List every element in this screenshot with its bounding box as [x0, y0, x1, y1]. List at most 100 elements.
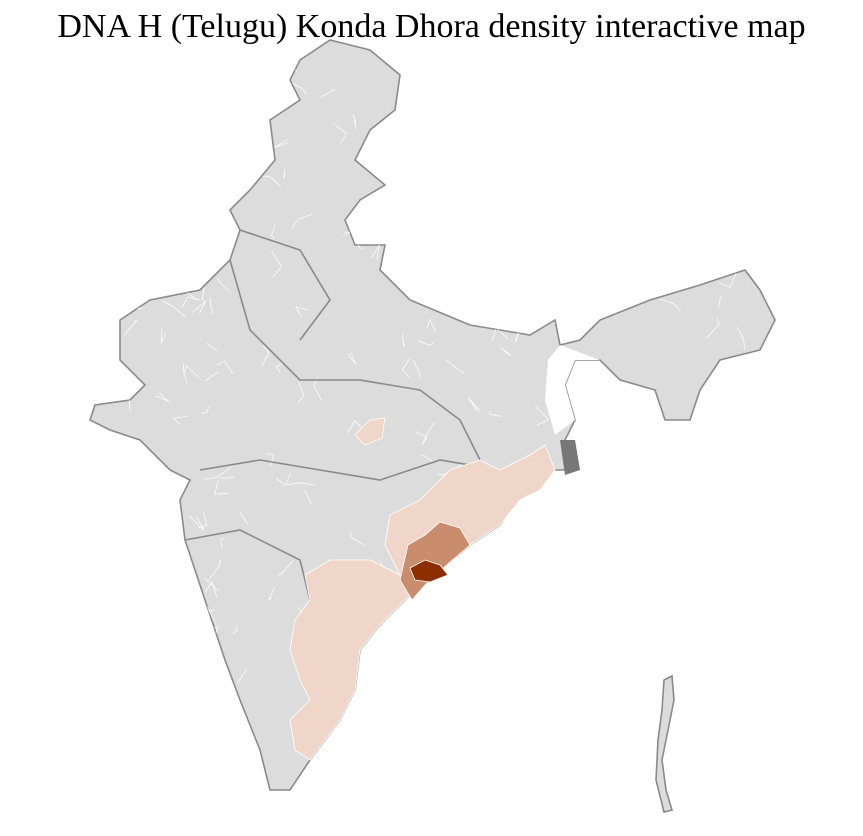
district-border — [404, 679, 416, 689]
district-border — [454, 300, 470, 310]
district-border — [596, 215, 602, 232]
district-border — [673, 429, 695, 443]
district-border — [690, 151, 705, 170]
district-border — [171, 217, 184, 239]
district-border — [659, 298, 682, 312]
district-border — [563, 293, 580, 296]
district-border — [183, 581, 192, 610]
district-border — [237, 668, 248, 683]
district-border — [427, 611, 434, 628]
district-border — [526, 551, 553, 566]
district-border — [274, 139, 289, 149]
district-border — [347, 420, 363, 434]
district-border — [668, 629, 692, 633]
district-border — [129, 501, 153, 518]
district-border — [204, 580, 218, 597]
district-border — [641, 480, 656, 505]
district-border — [271, 224, 276, 243]
district-border — [204, 181, 218, 189]
district-border — [170, 482, 189, 487]
district-border — [615, 212, 631, 218]
district-border — [421, 274, 436, 283]
district-border — [414, 729, 429, 754]
district-border — [534, 174, 550, 190]
district-border — [561, 62, 579, 86]
district-border — [184, 80, 196, 96]
region-telangana-south[interactable] — [289, 559, 411, 761]
district-border — [597, 603, 610, 615]
district-border — [276, 472, 292, 486]
district-border — [401, 358, 410, 378]
district-border — [561, 680, 578, 685]
district-border — [416, 101, 437, 107]
district-border — [333, 123, 347, 144]
district-border — [174, 682, 182, 692]
district-border — [551, 562, 565, 577]
district-border — [617, 710, 624, 736]
district-border — [295, 306, 309, 318]
district-border — [745, 207, 759, 225]
district-border — [477, 276, 498, 293]
district-border — [647, 727, 653, 739]
island-chain[interactable] — [655, 674, 675, 813]
district-border — [353, 114, 357, 130]
district-border — [722, 165, 735, 195]
district-border — [408, 173, 418, 180]
district-border — [597, 414, 606, 419]
district-border — [687, 738, 701, 748]
district-border — [204, 698, 222, 705]
district-border — [346, 352, 357, 365]
district-border — [414, 743, 427, 751]
district-border — [212, 166, 230, 180]
district-border — [621, 592, 638, 609]
district-border — [593, 715, 598, 729]
district-border — [197, 213, 206, 220]
district-border — [417, 236, 431, 247]
district-border — [585, 294, 604, 316]
district-border — [619, 398, 634, 412]
district-border — [589, 514, 608, 541]
district-border — [180, 83, 193, 96]
district-border — [718, 272, 737, 289]
district-border — [520, 228, 536, 242]
district-border — [201, 287, 205, 301]
district-border — [162, 300, 186, 318]
district-border — [515, 727, 530, 735]
district-border — [487, 101, 499, 118]
district-border — [207, 662, 226, 677]
region-visakhapatnam-core[interactable] — [409, 559, 449, 583]
bangladesh-gap — [545, 345, 600, 435]
state-border — [419, 389, 481, 461]
state-border — [199, 459, 501, 481]
district-border — [158, 110, 182, 117]
district-border — [468, 690, 484, 710]
district-border — [179, 157, 198, 181]
district-border — [691, 550, 704, 560]
district-border — [167, 121, 180, 147]
region-central-india-patch[interactable] — [354, 417, 386, 446]
district-border — [148, 220, 175, 226]
district-border — [708, 626, 722, 638]
district-border — [721, 679, 731, 696]
district-border — [480, 165, 491, 181]
district-border — [349, 530, 365, 546]
district-border — [182, 363, 188, 384]
district-border — [532, 219, 562, 227]
district-border — [211, 194, 226, 211]
district-border — [703, 527, 713, 551]
district-border — [402, 333, 405, 347]
district-border — [713, 65, 724, 81]
map-title: DNA H (Telugu) Konda Dhora density inter… — [57, 8, 806, 45]
district-border — [591, 175, 608, 192]
district-border — [525, 720, 550, 729]
district-border — [515, 528, 526, 549]
district-border — [581, 108, 600, 117]
district-border — [554, 512, 575, 525]
district-border — [297, 381, 305, 404]
district-border — [155, 392, 170, 402]
district-border — [489, 410, 502, 417]
district-border — [426, 127, 440, 151]
district-border — [233, 71, 255, 95]
district-border — [417, 616, 428, 628]
